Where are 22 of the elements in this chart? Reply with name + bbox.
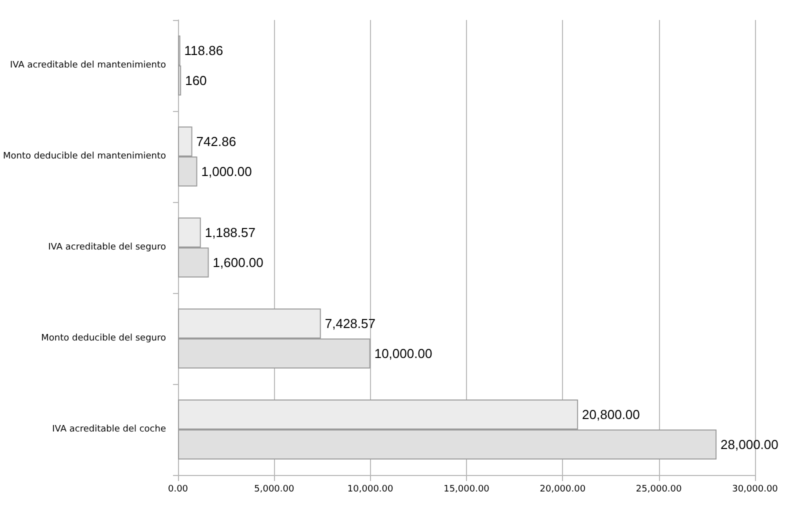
x-tick-label: 25,000.00	[636, 484, 682, 494]
data-label: 28,000.00	[720, 437, 778, 452]
data-label: 118.86	[184, 42, 224, 58]
y-tick-label: IVA acreditable del coche	[52, 424, 166, 434]
y-tick-label: IVA acreditable del mantenimiento	[10, 60, 166, 70]
data-label: 1,188.57	[204, 224, 256, 240]
x-tick-label: 20,000.00	[540, 484, 586, 494]
x-tick-label: 5,000.00	[254, 484, 294, 494]
data-label: 742.86	[196, 134, 236, 149]
data-label: 1,000.00	[201, 164, 252, 180]
data-label: 10,000.00	[374, 346, 432, 362]
data-label: 160	[185, 73, 207, 88]
x-tick-label: 0.00	[168, 484, 188, 494]
x-tick-label: 30,000.00	[732, 484, 778, 494]
data-label: 1,600.00	[212, 255, 264, 270]
x-tick-label: 15,000.00	[444, 484, 490, 494]
y-tick-label: Monto deducible del seguro	[41, 334, 166, 344]
data-label: 20,800.00	[582, 406, 640, 422]
y-tick-label: Monto deducible del mantenimiento	[2, 152, 166, 162]
data-label: 7,428.57	[324, 316, 376, 331]
y-tick-label: IVA acreditable del seguro	[48, 242, 166, 252]
x-tick-label: 10,000.00	[347, 484, 394, 494]
